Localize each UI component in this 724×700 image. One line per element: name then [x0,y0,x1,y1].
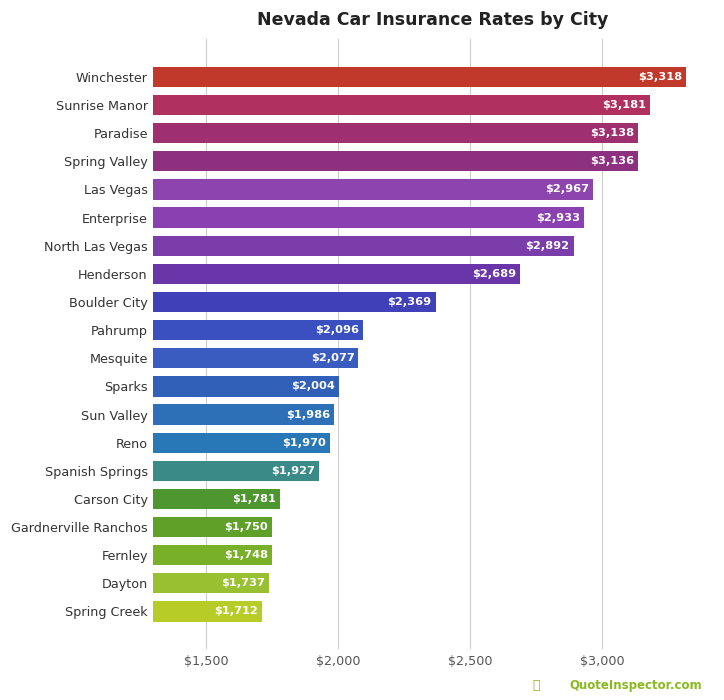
Bar [0,461,319,481]
Text: QuoteInspector.com: QuoteInspector.com [570,678,702,692]
Text: $2,689: $2,689 [472,269,516,279]
Text: $2,369: $2,369 [387,297,432,307]
Text: $1,986: $1,986 [287,410,330,419]
Bar [0,151,638,172]
Text: $3,136: $3,136 [590,156,634,167]
Title: Nevada Car Insurance Rates by City: Nevada Car Insurance Rates by City [258,11,609,29]
Text: $1,970: $1,970 [282,438,327,447]
Text: $1,712: $1,712 [214,606,258,617]
Bar [0,517,272,537]
Bar [0,95,650,115]
Text: $1,927: $1,927 [271,466,315,476]
Text: $3,318: $3,318 [638,72,682,82]
Bar [0,292,436,312]
Bar [0,207,584,228]
Text: $2,004: $2,004 [291,382,335,391]
Bar [0,320,363,340]
Text: Ⓢ: Ⓢ [532,678,539,692]
Text: $1,748: $1,748 [224,550,268,560]
Bar [0,405,334,425]
Text: $2,892: $2,892 [526,241,570,251]
Bar [0,348,358,368]
Bar [0,601,262,622]
Bar [0,123,639,144]
Bar [0,376,340,396]
Bar [0,433,330,453]
Text: $1,750: $1,750 [224,522,268,532]
Bar [0,236,573,256]
Text: $2,077: $2,077 [311,354,355,363]
Text: $1,781: $1,781 [232,494,277,504]
Bar [0,264,520,284]
Text: $2,967: $2,967 [545,184,589,195]
Text: $1,737: $1,737 [221,578,265,588]
Bar [0,545,272,566]
Bar [0,573,269,594]
Bar [0,66,686,87]
Bar [0,179,594,200]
Bar [0,489,280,509]
Text: $3,138: $3,138 [590,128,634,138]
Text: $2,933: $2,933 [536,213,581,223]
Text: $3,181: $3,181 [602,100,646,110]
Text: $2,096: $2,096 [316,325,360,335]
